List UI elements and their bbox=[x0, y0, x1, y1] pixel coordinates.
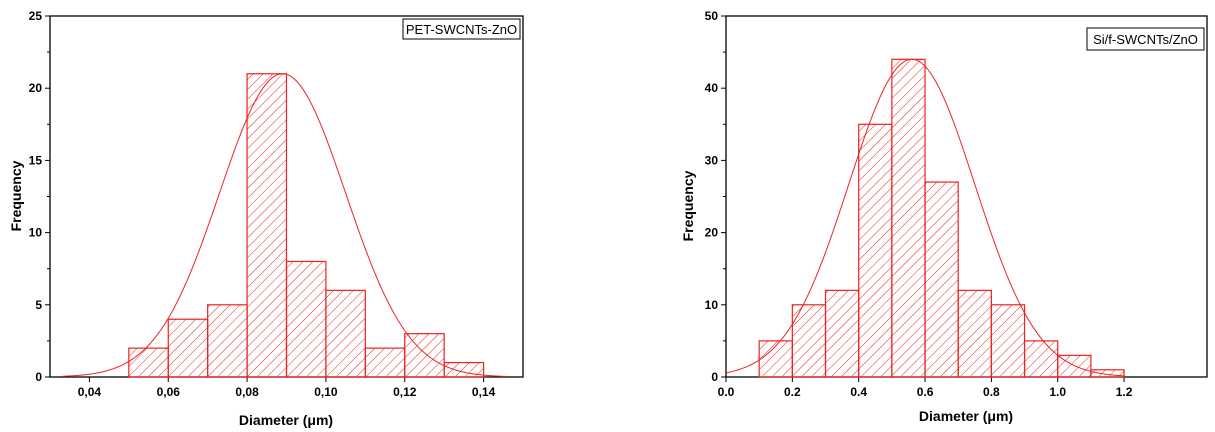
legend-box bbox=[402, 18, 521, 40]
x-tick-label: 0.8 bbox=[983, 385, 1000, 399]
y-tick-label: 20 bbox=[705, 226, 719, 240]
axis-ticks: 0,04 0,06 0,08 0,10 0,12 0,14 0 5 10 15 20 25 bbox=[29, 9, 496, 399]
x-tick-label: 1.0 bbox=[1049, 385, 1066, 399]
y-tick-label: 5 bbox=[35, 298, 42, 312]
x-tick-label: 0,12 bbox=[393, 385, 417, 399]
y-tick-label: 10 bbox=[29, 226, 43, 240]
histogram-bar bbox=[167, 318, 209, 378]
x-tick-label: 0,14 bbox=[472, 385, 496, 399]
x-tick-label: 0.0 bbox=[718, 385, 735, 399]
histogram-bar bbox=[246, 73, 288, 378]
x-tick-label: 0,04 bbox=[78, 385, 102, 399]
histogram-bars bbox=[758, 58, 1125, 378]
legend-label: Si/f-SWCNTs/ZnO bbox=[1093, 32, 1198, 47]
histogram-bar bbox=[443, 361, 485, 378]
histogram-bar bbox=[1023, 340, 1059, 378]
x-tick-label: 0.6 bbox=[917, 385, 934, 399]
legend-label: PET-SWCNTs-ZnO bbox=[406, 22, 517, 37]
histogram-bar bbox=[758, 340, 793, 378]
legend-box bbox=[1086, 27, 1205, 51]
histogram-bar bbox=[791, 304, 827, 378]
histogram-bar bbox=[1090, 369, 1125, 378]
legend: Si/f-SWCNTs/ZnO bbox=[1086, 27, 1205, 51]
y-tick-label: 0 bbox=[711, 370, 718, 384]
y-tick-label: 0 bbox=[35, 370, 42, 384]
x-tick-label: 0,10 bbox=[314, 385, 338, 399]
y-tick-label: 30 bbox=[705, 153, 719, 167]
histogram-bar bbox=[924, 181, 959, 378]
axis-ticks: 0.0 0.2 0.4 0.6 0.8 1.0 1.2 0 10 20 30 40 50 bbox=[705, 9, 1133, 399]
y-tick-label: 15 bbox=[29, 153, 43, 167]
histogram-bar bbox=[824, 289, 860, 378]
y-tick-label: 20 bbox=[29, 81, 43, 95]
y-tick-label: 40 bbox=[705, 81, 719, 95]
x-axis-label: Diameter (μm) bbox=[919, 408, 1013, 424]
histogram-bar bbox=[858, 123, 893, 378]
y-tick-label: 50 bbox=[705, 9, 719, 23]
x-tick-label: 0,08 bbox=[235, 385, 259, 399]
x-tick-label: 0,06 bbox=[157, 385, 181, 399]
histogram-bar bbox=[364, 347, 406, 378]
y-axis-label: Frequency bbox=[680, 170, 696, 241]
y-tick-label: 25 bbox=[29, 9, 43, 23]
histogram-panel-left: 0,04 0,06 0,08 0,10 0,12 0,14 0 5 10 15 20 25 PET-S… bbox=[8, 9, 524, 428]
x-tick-label: 0.4 bbox=[850, 385, 867, 399]
histogram-bar bbox=[957, 289, 992, 378]
x-tick-label: 1.2 bbox=[1116, 385, 1133, 399]
gaussian-fit-curve bbox=[61, 73, 508, 377]
x-tick-label: 0.2 bbox=[784, 385, 801, 399]
histogram-bar bbox=[891, 58, 926, 378]
histogram-panel-right: 0.0 0.2 0.4 0.6 0.8 1.0 1.2 0 10 20 30 40 50 Si/f-SW… bbox=[680, 9, 1208, 424]
histogram-bar bbox=[207, 304, 248, 378]
legend: PET-SWCNTs-ZnO bbox=[402, 18, 521, 40]
gaussian-fit-curve bbox=[725, 58, 1125, 377]
histogram-bar bbox=[325, 289, 366, 378]
histogram-bars bbox=[128, 73, 485, 378]
histogram-bar bbox=[404, 333, 445, 378]
histogram-bar bbox=[990, 304, 1026, 378]
histogram-bar bbox=[128, 347, 169, 378]
x-axis-label: Diameter (μm) bbox=[239, 412, 333, 428]
y-axis-label: Frequency bbox=[8, 160, 24, 231]
histogram-bar bbox=[285, 260, 327, 378]
y-tick-label: 10 bbox=[705, 298, 719, 312]
